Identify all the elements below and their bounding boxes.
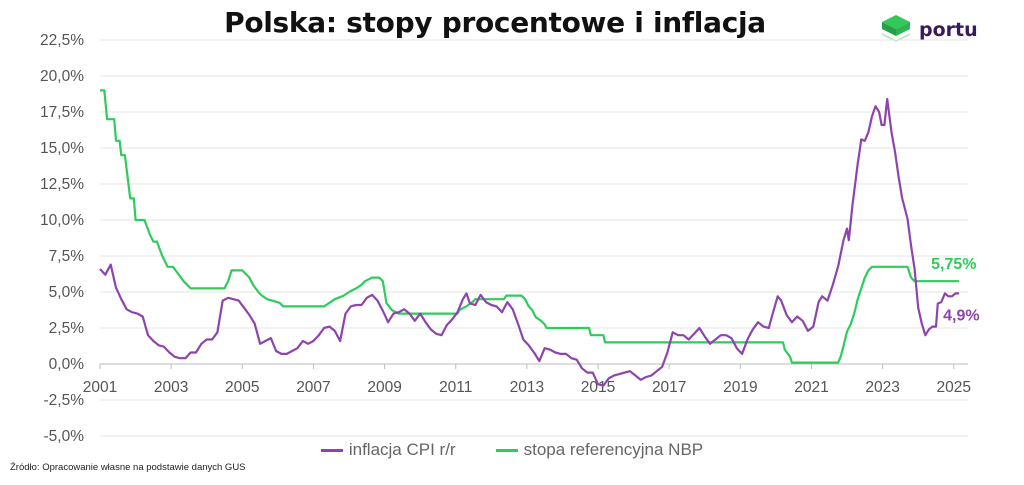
x-tick-label: 2025 [937, 379, 971, 396]
legend-label-cpi: inflacja CPI r/r [348, 440, 456, 459]
y-tick-label: 0,0% [49, 356, 85, 373]
x-tick-label: 2021 [794, 379, 828, 396]
x-tick-label: 2013 [510, 379, 544, 396]
y-tick-label: 17,5% [40, 104, 84, 121]
y-axis-ticks: 22,5% 20,0% 17,5% 15,0% 12,5% 10,0% 7,5% 5,0% 2,… [40, 32, 84, 445]
y-tick-label: 15,0% [40, 140, 84, 157]
legend-item-cpi: inflacja CPI r/r [320, 440, 456, 460]
y-tick-label: 20,0% [40, 68, 84, 85]
x-axis-ticks: 2001 2003 2005 2007 2009 2011 2013 2015 2017 2019… [83, 364, 971, 396]
x-tick-label: 2011 [439, 379, 472, 396]
x-tick-label: 2023 [865, 379, 899, 396]
legend-item-rate: stopa referencyjna NBP [495, 440, 704, 460]
legend-swatch-cpi [320, 448, 343, 452]
x-tick-label: 2003 [154, 379, 188, 396]
brand-name: portu [919, 19, 978, 41]
portu-cube-logo-icon [881, 15, 911, 42]
y-tick-label: -5,0% [44, 428, 85, 445]
x-tick-label: 2009 [367, 379, 401, 396]
y-tick-label: 2,5% [49, 320, 85, 337]
source-note: Źródło: Opracowanie własne na podstawie … [10, 462, 246, 473]
x-tick-label: 2007 [296, 379, 330, 396]
legend-label-rate: stopa referencyjna NBP [523, 440, 704, 459]
legend: inflacja CPI r/r stopa referencyjna NBP [0, 440, 1024, 460]
brand-logo: portu [879, 13, 978, 47]
rate-last-value-label: 5,75% [931, 256, 976, 273]
cpi-last-value-label: 4,9% [943, 307, 979, 324]
x-tick-label: 2019 [723, 379, 757, 396]
legend-swatch-rate [495, 448, 518, 452]
y-tick-label: 7,5% [49, 248, 85, 265]
x-tick-label: 2015 [581, 379, 615, 396]
y-tick-label: 22,5% [40, 32, 84, 49]
rate-series-line [100, 89, 960, 364]
cpi-series-line [99, 97, 960, 387]
y-tick-label: 10,0% [40, 212, 84, 229]
y-tick-label: 12,5% [40, 176, 84, 193]
y-tick-label: 5,0% [49, 284, 85, 301]
chart-title: Polska: stopy procentowe i inflacja [224, 6, 766, 39]
series-lines [99, 89, 960, 387]
annotations: 5,75% 4,9% [931, 256, 979, 324]
y-tick-label: -2,5% [44, 392, 85, 409]
x-tick-label: 2017 [652, 379, 686, 396]
grid-lines [100, 39, 968, 437]
x-tick-label: 2005 [225, 379, 259, 396]
x-tick-label: 2001 [83, 379, 117, 396]
